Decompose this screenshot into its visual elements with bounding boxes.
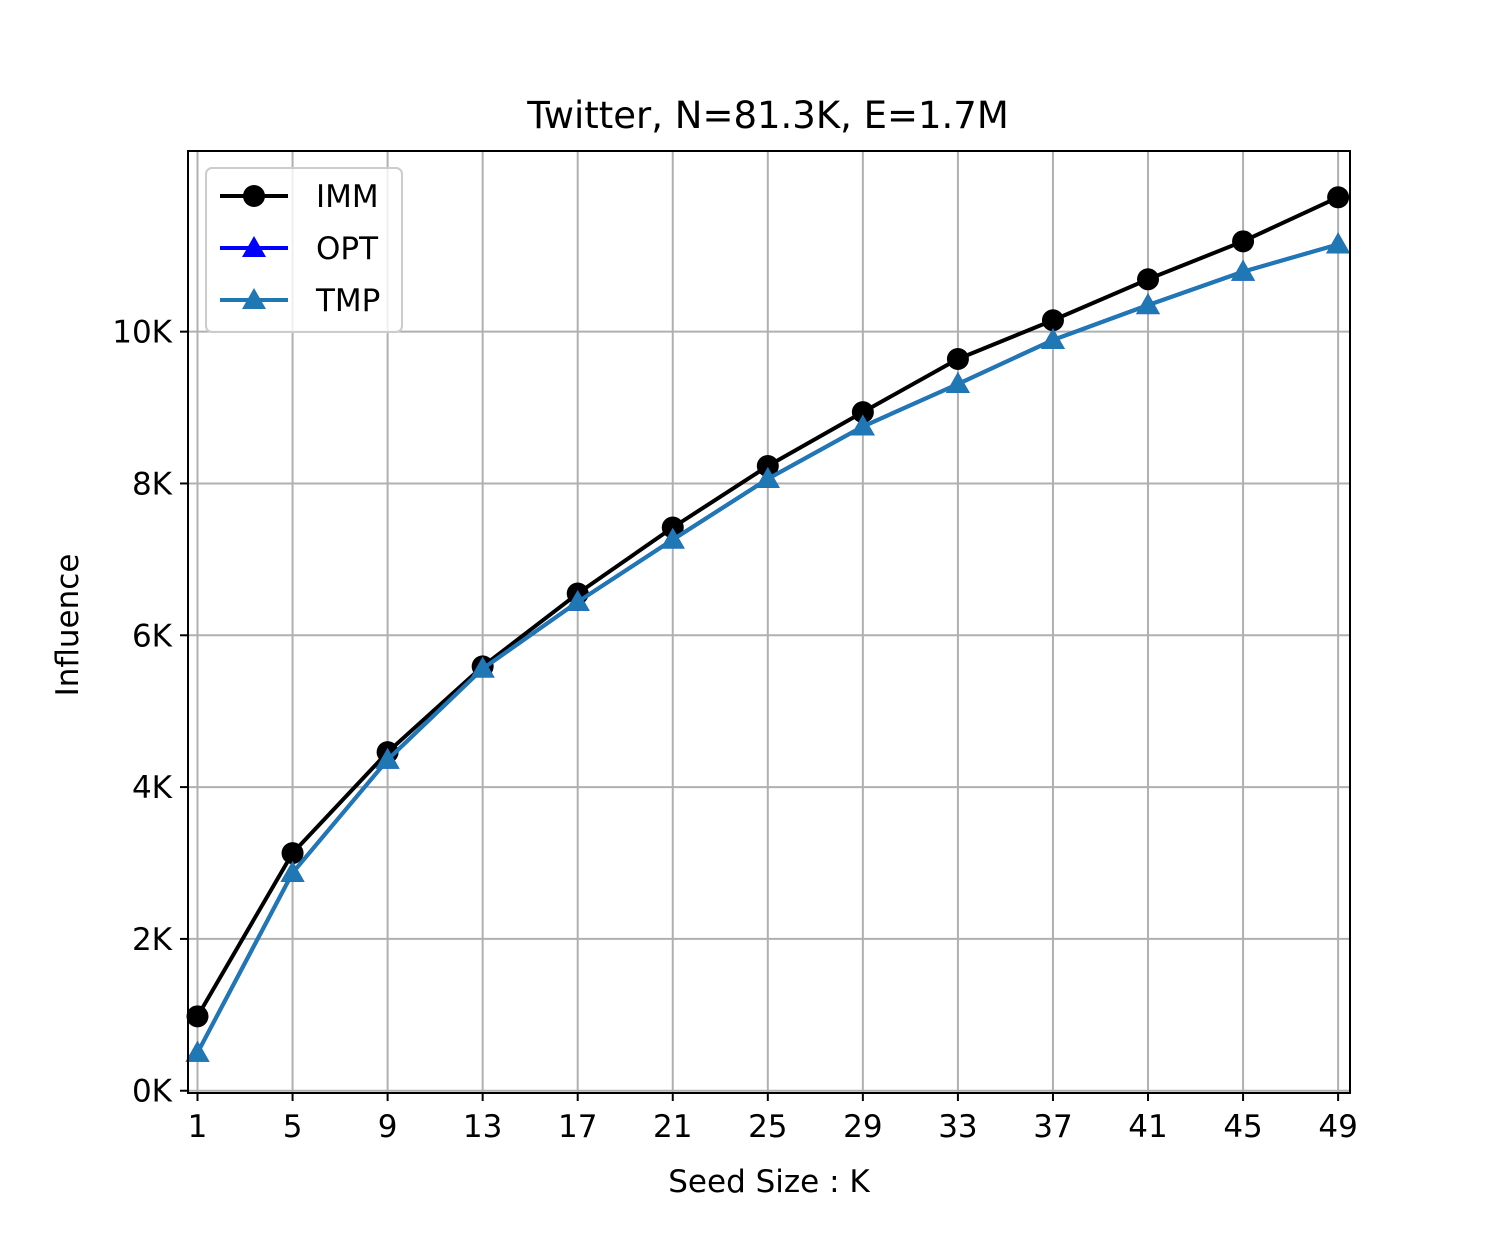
data-point-imm — [1041, 309, 1064, 332]
y-tick-label: 8K — [132, 466, 173, 502]
data-point-tmp — [945, 372, 970, 394]
x-tick-label: 9 — [378, 1109, 398, 1145]
x-tick-label: 49 — [1318, 1109, 1357, 1145]
legend: IMM OPT TMP — [205, 167, 403, 333]
x-tick-label: 1 — [188, 1109, 208, 1145]
legend-marker-imm — [243, 185, 265, 207]
legend-item-opt: OPT — [220, 231, 379, 267]
x-tick-label: 37 — [1033, 1109, 1072, 1145]
plot-series — [185, 186, 1351, 1062]
y-tick-label: 0K — [132, 1074, 173, 1110]
legend-label-opt: OPT — [316, 231, 379, 267]
axes: 1 5 9 13 17 21 25 29 33 37 41 45 49 0K 2K 4K 6K 8K 10K — [112, 315, 1358, 1145]
data-point-imm — [186, 1005, 209, 1028]
data-point-tmp — [185, 1040, 210, 1062]
data-point-tmp — [1326, 232, 1351, 254]
plot-frame — [187, 150, 1351, 1094]
data-point-tmp — [1136, 293, 1161, 315]
legend-item-imm: IMM — [220, 179, 379, 215]
x-tick-label: 29 — [843, 1109, 882, 1145]
data-point-tmp — [660, 527, 685, 549]
y-tick-label: 4K — [132, 770, 173, 806]
data-point-tmp — [280, 860, 305, 882]
data-point-tmp — [470, 656, 495, 678]
x-tick-label: 17 — [558, 1109, 597, 1145]
legend-label-tmp: TMP — [315, 283, 380, 319]
x-tick-label: 45 — [1223, 1109, 1262, 1145]
y-tick-label: 10K — [112, 315, 172, 351]
data-point-imm — [756, 455, 779, 478]
data-point-tmp — [1040, 328, 1065, 350]
data-point-imm — [281, 842, 304, 865]
chart-title: Twitter, N=81.3K, E=1.7M — [526, 94, 1009, 137]
data-point-tmp — [755, 466, 780, 488]
data-point-imm — [1232, 230, 1255, 253]
data-point-imm — [1327, 186, 1350, 209]
x-tick-label: 21 — [653, 1109, 692, 1145]
y-tick-label: 2K — [132, 922, 173, 958]
x-tick-label: 5 — [283, 1109, 303, 1145]
y-axis-label: Influence — [50, 554, 86, 697]
legend-item-tmp: TMP — [220, 283, 380, 319]
data-point-imm — [851, 401, 874, 424]
data-point-tmp — [565, 589, 590, 611]
x-tick-label: 25 — [748, 1109, 787, 1145]
legend-marker-tmp — [242, 288, 266, 309]
x-tick-label: 13 — [463, 1109, 502, 1145]
x-axis-label: Seed Size : K — [668, 1164, 870, 1200]
data-point-tmp — [1231, 259, 1256, 281]
legend-label-imm: IMM — [316, 179, 379, 215]
y-tick-label: 6K — [132, 618, 173, 654]
data-point-tmp — [850, 414, 875, 436]
data-point-imm — [946, 347, 969, 370]
x-tick-label: 33 — [938, 1109, 977, 1145]
data-point-imm — [661, 516, 684, 539]
legend-marker-opt — [242, 236, 266, 257]
data-point-imm — [1137, 268, 1160, 291]
x-tick-label: 41 — [1128, 1109, 1167, 1145]
data-point-tmp — [375, 747, 400, 769]
series-tmp — [185, 232, 1351, 1062]
